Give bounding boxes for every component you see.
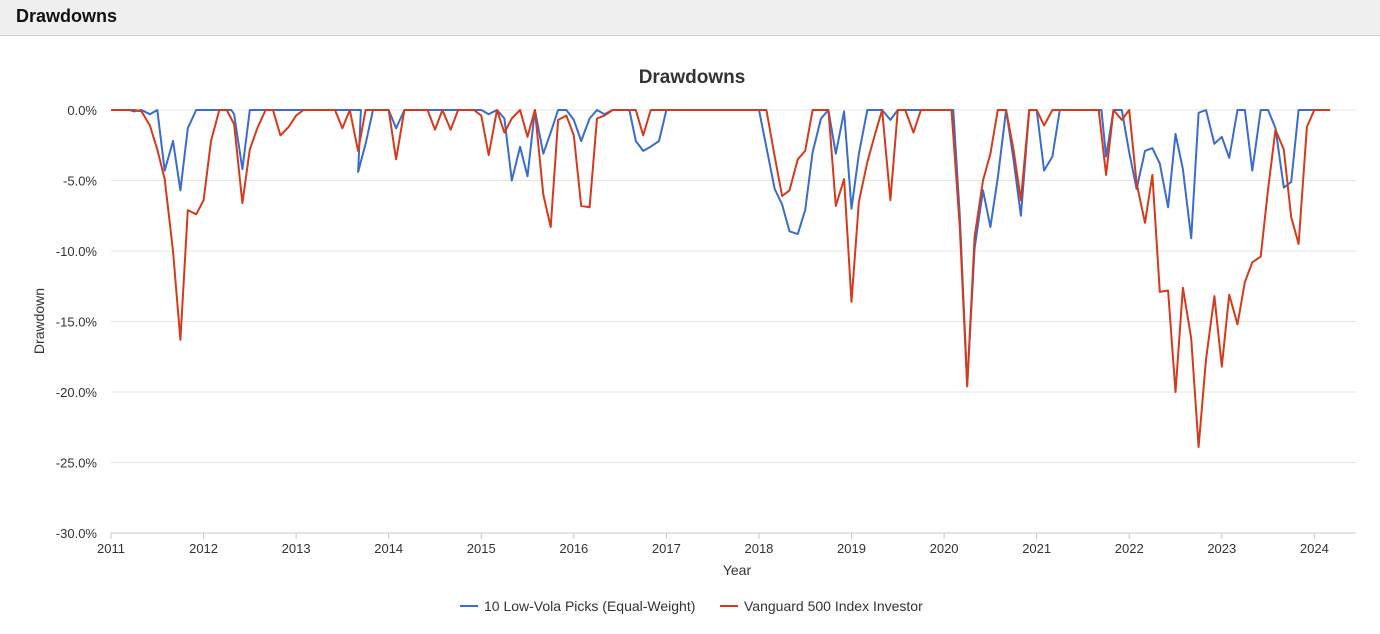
legend-item-vanguard[interactable]: Vanguard 500 Index Investor	[720, 598, 923, 614]
x-axis-label: Year	[723, 562, 752, 578]
x-tick-label: 2021	[1022, 541, 1051, 556]
y-axis-label: Drawdown	[31, 288, 47, 354]
x-tick-label: 2016	[559, 541, 588, 556]
y-axis-ticks: 0.0% -5.0% -10.0% -15.0% -20.0% -25.0% -30.0%	[56, 103, 98, 541]
legend-label-vanguard: Vanguard 500 Index Investor	[744, 598, 923, 614]
y-tick-label: -15.0%	[56, 315, 98, 330]
y-tick-label: 0.0%	[67, 103, 97, 118]
y-tick-label: -30.0%	[56, 526, 98, 541]
series-line-vanguard	[111, 109, 1331, 448]
y-tick-label: -10.0%	[56, 244, 98, 259]
legend-swatch-vanguard	[720, 605, 738, 607]
x-tick-label: 2019	[837, 541, 866, 556]
legend-swatch-low-vola	[460, 605, 478, 607]
y-tick-label: -5.0%	[63, 174, 97, 189]
x-tick-label: 2023	[1207, 541, 1236, 556]
y-tick-label: -20.0%	[56, 385, 98, 400]
x-tick-label: 2024	[1300, 541, 1329, 556]
x-tick-label: 2020	[930, 541, 959, 556]
drawdown-chart: Drawdowns 0.0% -5.0% -10.0% -15.0% -20.0% -25…	[31, 67, 1356, 578]
y-tick-label: -25.0%	[56, 456, 98, 471]
gridlines	[111, 109, 1356, 534]
x-axis-ticks: 2011 2012 2013 2014 2015 2016 2017 2018 2019 2020…	[97, 533, 1329, 556]
x-tick-label: 2022	[1115, 541, 1144, 556]
panel-header: Drawdowns	[0, 0, 1380, 36]
x-tick-label: 2018	[744, 541, 773, 556]
x-tick-label: 2013	[282, 541, 311, 556]
x-tick-label: 2011	[97, 541, 125, 556]
series-line-low-vola	[111, 109, 1331, 386]
x-tick-label: 2017	[652, 541, 681, 556]
chart-legend: 10 Low-Vola Picks (Equal-Weight) Vanguar…	[0, 598, 1380, 618]
x-tick-label: 2012	[189, 541, 218, 556]
chart-title: Drawdowns	[639, 67, 746, 88]
x-tick-label: 2014	[374, 541, 403, 556]
series-lines	[111, 109, 1331, 448]
x-tick-label: 2015	[467, 541, 496, 556]
legend-item-low-vola[interactable]: 10 Low-Vola Picks (Equal-Weight)	[460, 598, 695, 614]
legend-label-low-vola: 10 Low-Vola Picks (Equal-Weight)	[484, 598, 696, 614]
panel-title: Drawdowns	[16, 6, 118, 26]
